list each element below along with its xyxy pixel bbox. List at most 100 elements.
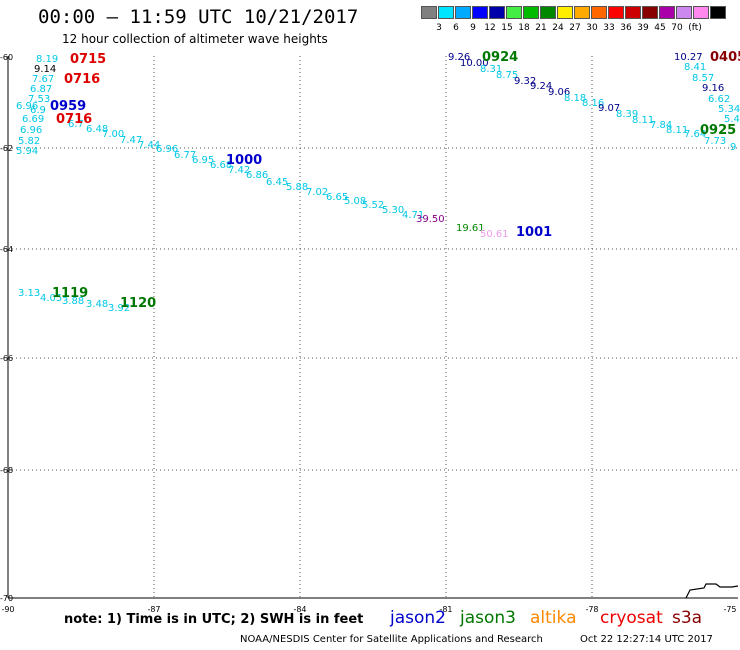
wave-height-value: 7.42: [228, 165, 250, 176]
pass-time-label: 1119: [52, 286, 88, 301]
legend-swatch: [472, 6, 488, 19]
x-axis-label: -84: [293, 605, 306, 614]
x-axis-label: -78: [585, 605, 598, 614]
wave-height-value: 6.7: [68, 119, 84, 130]
legend-label: 15: [501, 23, 513, 33]
legend-swatch: [642, 6, 658, 19]
wave-height-value: 3.13: [18, 288, 40, 299]
wave-height-value: 10.00: [460, 58, 489, 69]
satellite-name: altika: [530, 608, 577, 628]
wave-height-value: 8.19: [36, 54, 58, 65]
wave-height-value: 9.26: [448, 52, 470, 63]
legend-swatch: [455, 6, 471, 19]
wave-height-value: 6.95: [192, 155, 214, 166]
legend-label: 70: [671, 23, 683, 33]
wave-height-value: 8.18: [564, 93, 586, 104]
legend-label: 33: [603, 23, 615, 33]
wave-height-value: 6.96: [16, 101, 38, 112]
wave-height-value: 5.88: [286, 182, 308, 193]
wave-height-value: 3.88: [62, 296, 84, 307]
wave-height-value: 7.47: [120, 135, 142, 146]
pass-time-label: 0405: [710, 50, 740, 65]
legend-swatch: [608, 6, 624, 19]
legend-swatch: [659, 6, 675, 19]
wave-height-value: 8.39: [616, 109, 638, 120]
wave-height-value: 5.34: [718, 104, 740, 115]
wave-height-value: 9.06: [548, 87, 570, 98]
wave-height-value: 6.68: [210, 160, 232, 171]
wave-height-value: 5.94: [16, 146, 38, 157]
timestamp-text: Oct 22 12:27:14 UTC 2017: [580, 634, 713, 645]
legend-label: 21: [535, 23, 547, 33]
wave-height-value: 9.14: [34, 64, 56, 75]
pass-time-label: 0716: [56, 112, 92, 127]
wave-height-value: 6.96: [156, 144, 178, 155]
wave-height-value: 50.61: [480, 229, 509, 240]
wave-height-value: 3.48: [86, 299, 108, 310]
wave-height-value: 8.41: [684, 62, 706, 73]
pass-time-label: 0959: [50, 99, 86, 114]
wave-height-value: 7.44: [138, 140, 160, 151]
satellite-name: jason3: [460, 608, 516, 628]
wave-height-value: 5.4: [724, 114, 740, 125]
wave-height-value: 6.48: [86, 124, 108, 135]
wave-height-value: 6.96: [20, 125, 42, 136]
legend-label: 45: [654, 23, 666, 33]
wave-height-value: 9.07: [598, 103, 620, 114]
units-note: note: 1) Time is in UTC; 2) SWH is in fe…: [64, 612, 364, 627]
map-subtitle: 12 hour collection of altimeter wave hei…: [62, 32, 328, 46]
wave-height-value: 6.86: [246, 170, 268, 181]
legend-swatch: [591, 6, 607, 19]
wave-height-value: 9: [730, 142, 736, 153]
pass-time-label: 1000: [226, 153, 262, 168]
pass-time-label: 0715: [70, 52, 106, 67]
satellite-name: jason2: [390, 608, 446, 628]
legend-swatch: [625, 6, 641, 19]
map-axes: -90 -87 -84 -81 -78 -75 -60 -62 -64 -66 -68 -70: [0, 53, 737, 614]
satellite-name: cryosat: [600, 608, 663, 628]
legend-swatch: [557, 6, 573, 19]
pass-time-label: 0924: [482, 50, 518, 65]
legend-label: 39: [637, 23, 649, 33]
legend-label: 18: [518, 23, 530, 33]
x-axis-label: -75: [723, 605, 736, 614]
legend-swatch: [693, 6, 709, 19]
legend-unit: (ft): [688, 23, 702, 33]
legend-label: 9: [470, 23, 476, 33]
legend-label: 3: [436, 23, 442, 33]
wave-height-value: 9.16: [702, 83, 724, 94]
wave-height-value: 6.62: [708, 94, 730, 105]
wave-height-value: 3.92: [108, 303, 130, 314]
wave-height-value: 7.84: [650, 120, 672, 131]
wave-height-value: 8.11: [666, 125, 688, 136]
wave-height-value: 8.31: [480, 64, 502, 75]
legend-swatch: [438, 6, 454, 19]
wave-height-value: 39.50: [416, 214, 445, 225]
wave-height-value: 6.45: [266, 177, 288, 188]
legend-swatch: [421, 6, 437, 19]
y-axis-label: -62: [0, 144, 13, 153]
wave-height-value: 6.69: [22, 114, 44, 125]
credit-text: NOAA/NESDIS Center for Satellite Applica…: [240, 634, 543, 645]
wave-height-value: 19.61: [456, 223, 485, 234]
wave-height-value: 7.64: [684, 129, 706, 140]
pass-time-label: 1001: [516, 225, 552, 240]
y-axis-label: -66: [0, 354, 13, 363]
wave-height-value: 9.32: [514, 76, 536, 87]
pass-time-label: 0716: [64, 72, 100, 87]
time-labels: 0715071609590716100010011119112009240925…: [50, 50, 740, 311]
wave-height-value: 7.73: [704, 136, 726, 147]
wave-height-value: 8.57: [692, 73, 714, 84]
wave-height-value: 5.82: [18, 136, 40, 147]
x-axis-label: -87: [147, 605, 160, 614]
y-axis-label: -64: [0, 245, 13, 254]
y-axis-label: -68: [0, 466, 13, 475]
pass-time-label: 0925: [700, 123, 736, 138]
wave-height-value: 8.75: [496, 70, 518, 81]
legend-swatch: [540, 6, 556, 19]
wave-height-points: 8.199.147.676.877.536.966.96.696.965.825…: [16, 52, 740, 314]
x-axis-label: -81: [439, 605, 452, 614]
wave-height-value: 5.52: [362, 200, 384, 211]
legend-label: 36: [620, 23, 632, 33]
wave-height-value: 10.27: [674, 52, 703, 63]
